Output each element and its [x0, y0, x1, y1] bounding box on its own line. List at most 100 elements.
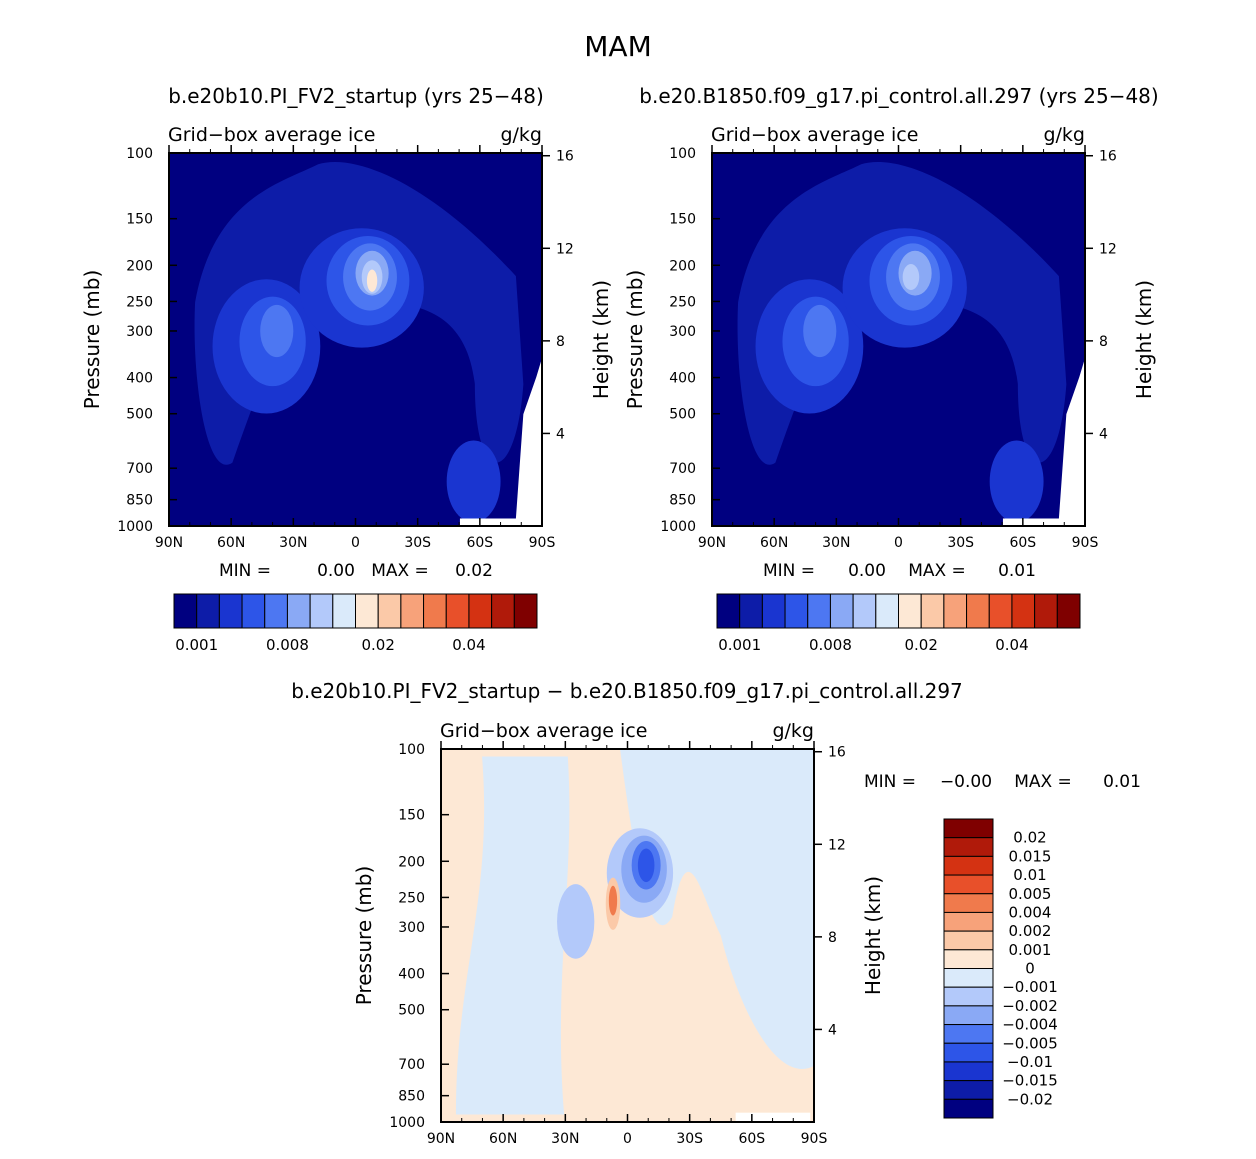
- colorbar-swatch: [943, 837, 994, 857]
- y2-tick-label: 12: [828, 837, 846, 853]
- colorbar-swatch: [1034, 593, 1058, 629]
- y-tick-label: 500: [126, 407, 153, 423]
- colorbar-label: 0.04: [452, 636, 485, 654]
- y-tick-label: 300: [126, 324, 153, 340]
- colorbar-swatch: [423, 593, 447, 629]
- x-tick-label: 0: [894, 535, 903, 551]
- x-tick-label: 30S: [676, 1131, 703, 1147]
- colorbar-swatch: [332, 593, 356, 629]
- x-tick-label: 0: [623, 1131, 632, 1147]
- field-band-2-sh: [446, 440, 501, 523]
- y-tick-label: 300: [398, 920, 425, 936]
- colorbar-label: 0.004: [1009, 903, 1052, 921]
- y-axis-label: Pressure (mb): [623, 270, 647, 410]
- colorbar-swatch: [468, 593, 493, 629]
- y-tick-label: 700: [398, 1057, 425, 1073]
- x-tick-label: 60S: [466, 535, 493, 551]
- x-tick-label: 90N: [155, 535, 183, 551]
- y-tick-label: 1000: [660, 519, 696, 535]
- x-tick-label: 30N: [279, 535, 307, 551]
- colorbar-swatch: [943, 874, 994, 895]
- colorbar-swatch: [943, 1061, 994, 1082]
- colorbar-swatch: [829, 593, 854, 629]
- colorbar-swatch: [943, 986, 994, 1007]
- colorbar-swatch: [264, 593, 288, 629]
- y-tick-label: 500: [398, 1003, 425, 1019]
- panel-variable-title: Grid−box average ice: [168, 124, 375, 146]
- colorbar-label: 0.008: [809, 636, 852, 654]
- max-value: 0.01: [998, 561, 1036, 581]
- x-tick-label: 30N: [551, 1131, 579, 1147]
- colorbar-swatch: [716, 593, 741, 629]
- y2-axis-label: Height (km): [861, 876, 885, 995]
- colorbar-swatch: [286, 593, 311, 629]
- y2-tick-label: 16: [556, 149, 574, 165]
- colorbar-label: 0.001: [718, 636, 761, 654]
- colorbar-swatch: [241, 593, 266, 629]
- x-tick-label: 60N: [217, 535, 245, 551]
- y-tick-label: 150: [398, 808, 425, 824]
- min-label: MIN =: [763, 561, 815, 581]
- colorbar-label: 0.005: [1009, 885, 1052, 903]
- max-label: MAX =: [908, 561, 966, 581]
- y2-tick-label: 8: [1099, 334, 1108, 350]
- min-label: MIN =: [219, 561, 271, 581]
- colorbar-swatch: [920, 593, 945, 629]
- max-value: 0.01: [1103, 772, 1141, 792]
- y-tick-label: 300: [669, 324, 696, 340]
- x-tick-label: 0: [351, 535, 360, 551]
- colorbar-swatch: [739, 593, 763, 629]
- y-tick-label: 700: [126, 461, 153, 477]
- panel-variable-title: Grid−box average ice: [440, 720, 647, 742]
- x-tick-label: 60S: [1009, 535, 1036, 551]
- min-label: MIN =: [864, 772, 916, 792]
- colorbar-swatch: [943, 893, 994, 913]
- panel-units: g/kg: [772, 720, 814, 742]
- colorbar-label: 0.04: [995, 636, 1028, 654]
- y-tick-label: 200: [398, 854, 425, 870]
- y2-tick-label: 8: [556, 334, 565, 350]
- y-tick-label: 850: [398, 1089, 425, 1105]
- field-band-6-trop: [902, 263, 920, 291]
- panel-units: g/kg: [1043, 124, 1085, 146]
- y-tick-label: 100: [398, 742, 425, 758]
- colorbar-swatch: [761, 593, 786, 629]
- field-band-8-trop: [366, 269, 378, 292]
- field-positive-sh: [620, 749, 814, 1069]
- colorbar-label: 0.02: [904, 636, 937, 654]
- colorbar-swatch: [377, 593, 402, 629]
- colorbar-label: 0.01: [1013, 866, 1046, 884]
- colorbar-label: −0.002: [1002, 997, 1058, 1015]
- colorbar-swatch: [445, 593, 470, 629]
- y-tick-label: 400: [669, 371, 696, 387]
- colorbar-swatch: [966, 593, 990, 629]
- colorbar-label: −0.005: [1002, 1034, 1058, 1052]
- field-band-4-nh: [260, 304, 294, 358]
- colorbar: 0.001 0.008 0.02 0.04: [173, 593, 538, 654]
- colorbar-label: 0.002: [1009, 922, 1052, 940]
- y-axis-label: Pressure (mb): [80, 270, 104, 410]
- y-tick-label: 1000: [389, 1115, 425, 1131]
- colorbar-label: −0.02: [1007, 1090, 1053, 1108]
- colorbar-swatch: [355, 593, 379, 629]
- colorbar-label: −0.01: [1007, 1053, 1053, 1071]
- panel-2: b.e20.B1850.f09_g17.pi_control.all.297 (…: [623, 84, 1159, 654]
- y-tick-label: 850: [126, 493, 153, 509]
- colorbar-swatch: [173, 593, 198, 629]
- field-positive-nh: [455, 756, 570, 1115]
- y-tick-label: 150: [669, 212, 696, 228]
- max-value: 0.02: [455, 561, 493, 581]
- y-tick-label: 200: [126, 258, 153, 274]
- field-missing: [735, 1112, 811, 1122]
- y-tick-label: 250: [669, 294, 696, 310]
- field-pos-trop-4: [637, 848, 655, 883]
- colorbar-swatch: [943, 1042, 994, 1063]
- colorbar-label: 0: [1025, 960, 1035, 978]
- colorbar-label: 0.008: [266, 636, 309, 654]
- colorbar: 0.001 0.008 0.02 0.04: [716, 593, 1081, 654]
- panel-units: g/kg: [500, 124, 542, 146]
- panel-variable-title: Grid−box average ice: [711, 124, 918, 146]
- colorbar-swatch: [943, 1080, 994, 1100]
- y-tick-label: 250: [398, 890, 425, 906]
